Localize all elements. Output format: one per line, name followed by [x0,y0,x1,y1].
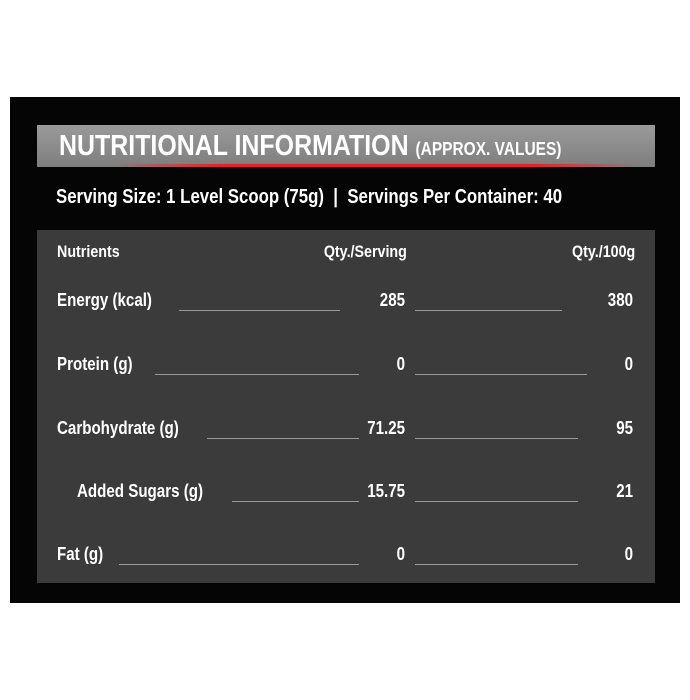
title: NUTRITIONAL INFORMATION (APPROX. VALUES) [59,130,562,162]
qty-per-serving: 71.25 [367,418,405,438]
nutrient-name: Fat (g) [57,544,104,564]
qty-per-serving: 0 [396,544,405,564]
leader-line [415,438,578,439]
leader-line [415,564,578,565]
column-header: Qty./Serving [323,242,407,261]
leader-line [119,564,359,565]
qty-per-100g: 95 [616,418,633,438]
leader-line [415,374,587,375]
accent-line [117,164,635,167]
leader-line [415,310,562,311]
qty-per-serving: 0 [396,354,405,374]
nutrient-name: Carbohydrate (g) [57,418,179,438]
qty-per-serving: 285 [379,290,405,310]
title-bar: NUTRITIONAL INFORMATION (APPROX. VALUES) [37,125,655,167]
column-header: Qty./100g [571,242,635,261]
serving-info: Serving Size: 1 Level Scoop (75g) | Serv… [56,186,563,208]
leader-line [207,438,359,439]
leader-line [415,501,578,502]
leader-line [179,310,340,311]
column-header: Nutrients [57,242,120,261]
nutrient-name: Protein (g) [57,354,133,374]
qty-per-100g: 21 [616,481,633,501]
nutrient-name: Added Sugars (g) [77,481,204,501]
qty-per-serving: 15.75 [367,481,405,501]
nutrient-name: Energy (kcal) [57,290,152,310]
qty-per-100g: 380 [607,290,633,310]
nutrition-table: Nutrients Qty./Serving Qty./100g Energy … [37,230,655,583]
qty-per-100g: 0 [624,354,633,374]
leader-line [232,501,359,502]
qty-per-100g: 0 [624,544,633,564]
leader-line [155,374,359,375]
